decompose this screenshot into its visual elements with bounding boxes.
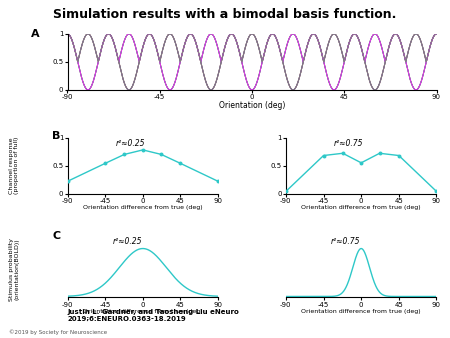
X-axis label: Orientation difference from true (deg): Orientation difference from true (deg) <box>83 309 202 314</box>
X-axis label: Orientation difference from true (deg): Orientation difference from true (deg) <box>302 309 421 314</box>
X-axis label: Orientation difference from true (deg): Orientation difference from true (deg) <box>302 205 421 210</box>
Text: ©2019 by Society for Neuroscience: ©2019 by Society for Neuroscience <box>9 329 107 335</box>
Text: Justin L. Gardner, and Taosheng Liu eNeuro
2019;6:ENEURO.0363-18.2019: Justin L. Gardner, and Taosheng Liu eNeu… <box>68 309 239 322</box>
Text: r²≈0.25: r²≈0.25 <box>116 139 145 148</box>
Point <box>339 150 346 156</box>
Point <box>320 153 327 158</box>
Point <box>102 161 109 166</box>
Point <box>282 189 289 194</box>
X-axis label: Orientation difference from true (deg): Orientation difference from true (deg) <box>83 205 202 210</box>
Point <box>358 160 365 166</box>
Point <box>139 147 146 153</box>
X-axis label: Orientation (deg): Orientation (deg) <box>219 101 285 111</box>
Point <box>158 152 165 157</box>
Text: Simulation results with a bimodal basis function.: Simulation results with a bimodal basis … <box>53 8 397 21</box>
Text: r²≈0.75: r²≈0.75 <box>331 237 360 246</box>
Y-axis label: Channel response
(proportion of full): Channel response (proportion of full) <box>9 137 19 194</box>
Point <box>121 152 128 157</box>
Point <box>64 178 71 184</box>
Point <box>433 189 440 194</box>
Point <box>395 153 402 158</box>
Point <box>177 161 184 166</box>
Text: B: B <box>53 131 61 141</box>
Text: r²≈0.75: r²≈0.75 <box>334 139 364 148</box>
Point <box>376 150 383 156</box>
Text: C: C <box>53 231 61 241</box>
Point <box>215 178 222 184</box>
Y-axis label: Stimulus probability
(orientation(BOLD)): Stimulus probability (orientation(BOLD)) <box>9 238 19 301</box>
Text: r²≈0.25: r²≈0.25 <box>112 237 142 246</box>
Text: A: A <box>31 29 39 39</box>
